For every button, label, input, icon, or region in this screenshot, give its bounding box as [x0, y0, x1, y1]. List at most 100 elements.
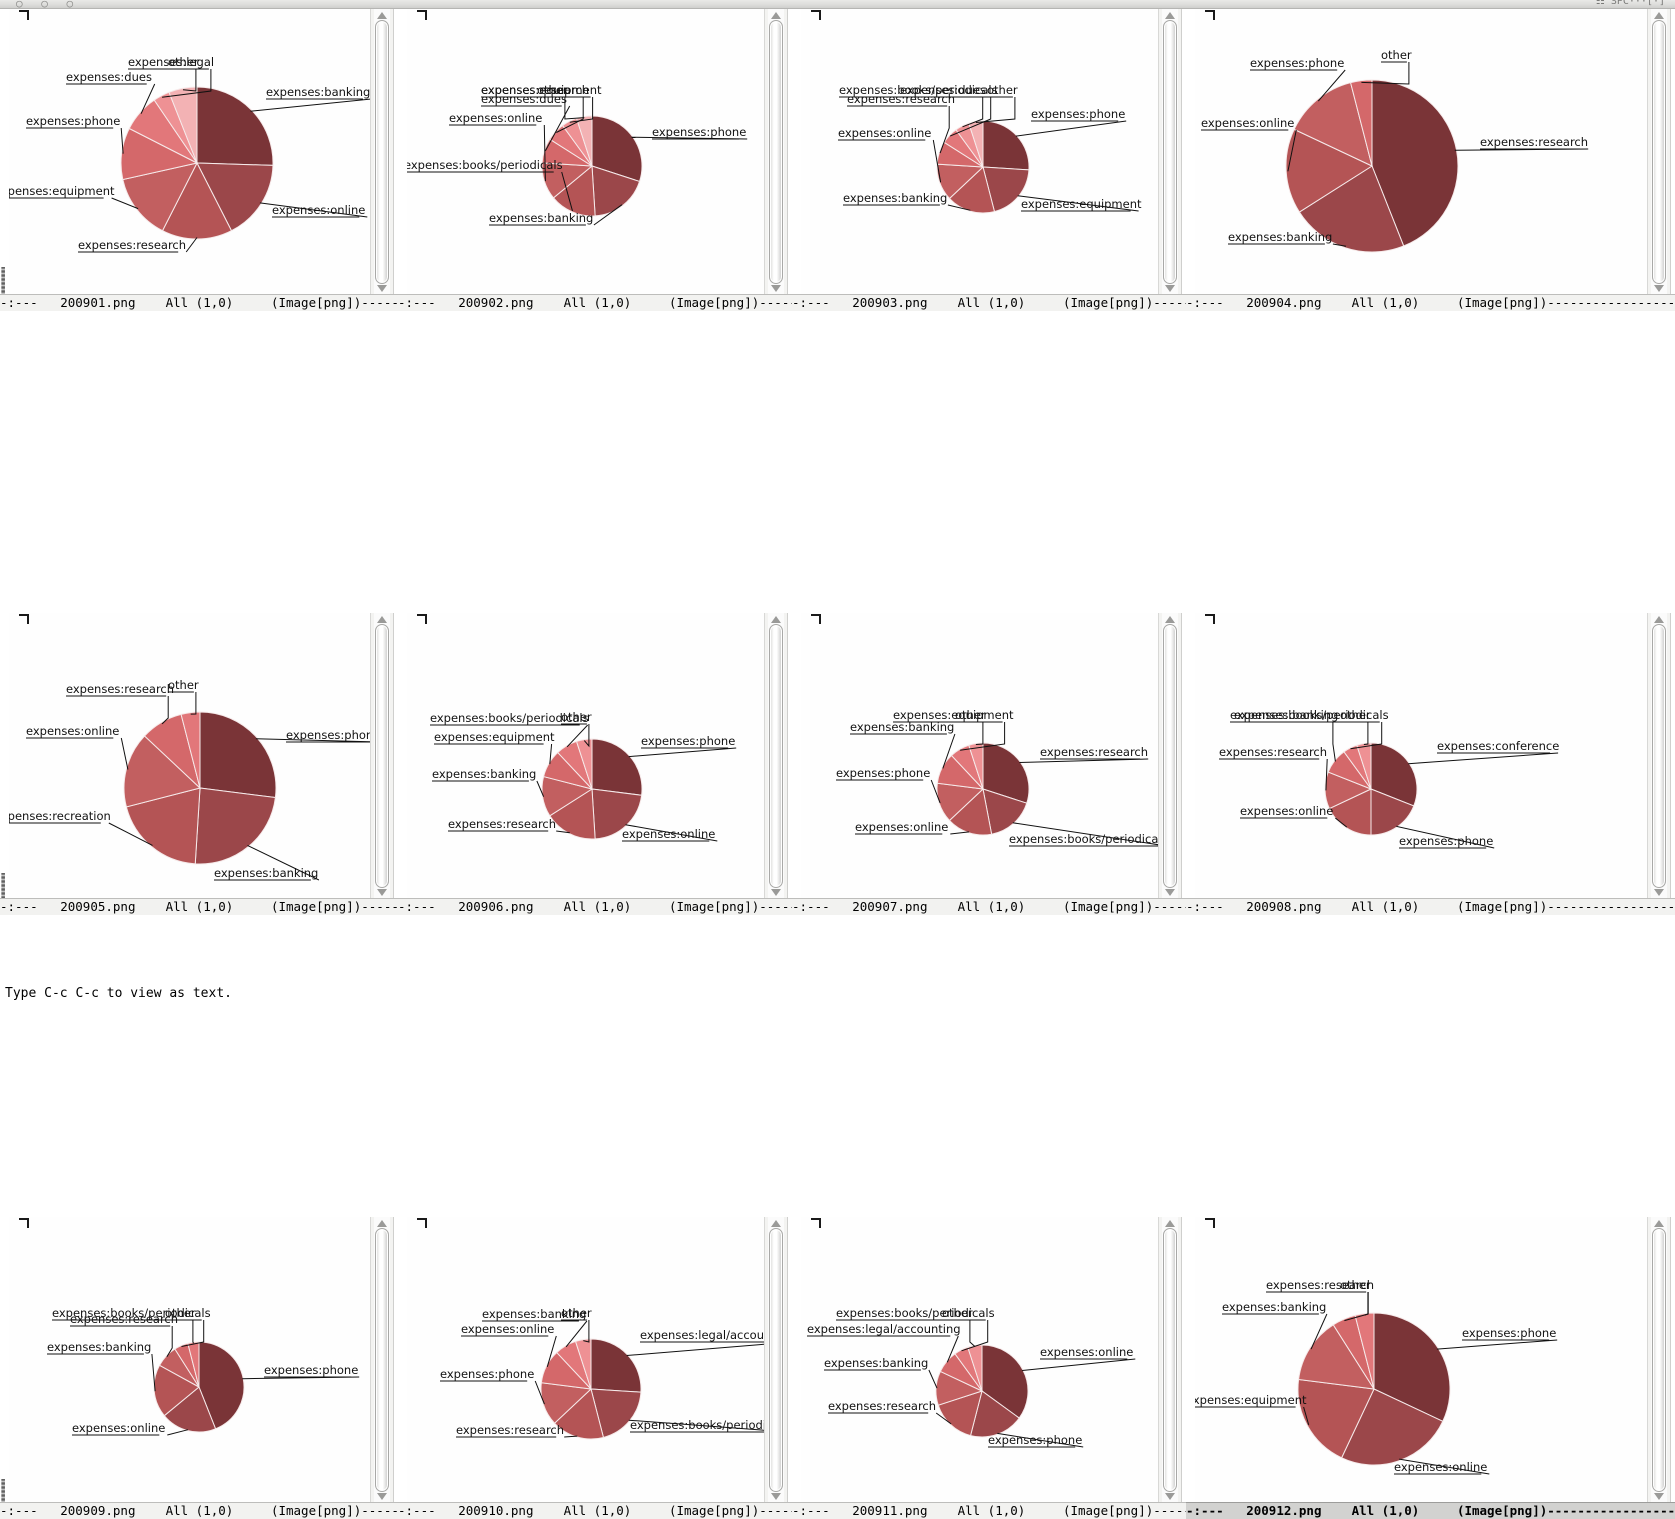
label-leader-line — [1365, 1292, 1368, 1315]
scroll-up-arrow-icon[interactable] — [1654, 1220, 1664, 1227]
scroll-down-arrow-icon[interactable] — [1165, 285, 1175, 292]
mode-line-major-mode[interactable]: (Image[png]) — [669, 1503, 759, 1519]
mode-line-major-mode[interactable]: (Image[png]) — [271, 1503, 361, 1519]
mode-line[interactable]: -:--- 200903.png All (1,0) (Image[png])-… — [792, 294, 1186, 311]
window-divider[interactable] — [1670, 9, 1675, 295]
mode-line[interactable]: -:--- 200904.png All (1,0) (Image[png])-… — [1186, 294, 1675, 311]
pie-slice-label: expenses:research — [78, 238, 186, 252]
scroll-down-arrow-icon[interactable] — [377, 1493, 387, 1500]
toolbar-icons[interactable]: ○ ○ ○ — [16, 0, 79, 9]
left-fringe — [398, 9, 407, 295]
scrollbar-thumb[interactable] — [375, 1228, 389, 1492]
mode-line[interactable]: -:--- 200910.png All (1,0) (Image[png])-… — [398, 1502, 792, 1519]
mode-line-buffer-name[interactable]: 200911.png — [852, 1503, 957, 1519]
pie-slice-label: expenses:research — [1480, 135, 1588, 149]
mode-line-major-mode[interactable]: (Image[png]) — [1457, 295, 1547, 311]
left-fringe — [1186, 9, 1195, 295]
mode-line-buffer-name[interactable]: 200910.png — [458, 1503, 563, 1519]
scroll-down-arrow-icon[interactable] — [1654, 1493, 1664, 1500]
mode-line-major-mode[interactable]: (Image[png]) — [669, 295, 759, 311]
pie-slice-label: expenses:phone — [988, 1433, 1082, 1447]
scrollbar-thumb[interactable] — [1652, 20, 1666, 284]
scroll-down-arrow-icon[interactable] — [771, 1493, 781, 1500]
scroll-up-arrow-icon[interactable] — [771, 12, 781, 19]
image-display-area[interactable]: ≡ ≡ ≡ ≡ ≡ ≡ ≡expenses:phoneexpenses:onli… — [0, 1217, 398, 1503]
vertical-scrollbar[interactable] — [1647, 9, 1671, 295]
mode-line-buffer-name[interactable]: 200904.png — [1246, 295, 1351, 311]
scroll-down-arrow-icon[interactable] — [771, 285, 781, 292]
scrollbar-thumb[interactable] — [1163, 20, 1177, 284]
mode-line-prefix: -:--- — [0, 295, 60, 311]
vertical-scrollbar[interactable] — [1647, 1217, 1671, 1503]
mode-line-major-mode[interactable]: (Image[png]) — [271, 295, 361, 311]
pie-slice — [983, 121, 1029, 170]
vertical-scrollbar[interactable] — [370, 9, 394, 295]
scroll-up-arrow-icon[interactable] — [377, 12, 387, 19]
label-leader-line — [186, 238, 197, 253]
scroll-up-arrow-icon[interactable] — [771, 1220, 781, 1227]
mode-line[interactable]: -:--- 200912.png All (1,0) (Image[png])-… — [1186, 1502, 1675, 1519]
scroll-down-arrow-icon[interactable] — [1654, 285, 1664, 292]
emacs-window-200909[interactable]: ≡ ≡ ≡ ≡ ≡ ≡ ≡expenses:phoneexpenses:onli… — [0, 1217, 398, 1519]
window-divider[interactable] — [1670, 1217, 1675, 1503]
scroll-up-arrow-icon[interactable] — [377, 1220, 387, 1227]
scroll-up-arrow-icon[interactable] — [1165, 1220, 1175, 1227]
mode-line-major-mode[interactable]: (Image[png]) — [1063, 295, 1153, 311]
pie-slice-label: other — [168, 55, 199, 69]
scrollbar-thumb[interactable] — [1163, 1228, 1177, 1492]
pie-slice-label: expenses:banking — [1222, 1300, 1326, 1314]
image-display-area[interactable]: expenses:legal/accountingexpenses:books/… — [398, 1217, 792, 1503]
mode-line[interactable]: -:--- 200911.png All (1,0) (Image[png])-… — [792, 1502, 1186, 1519]
vertical-scrollbar[interactable] — [1158, 1217, 1182, 1503]
mode-line-buffer-name[interactable]: 200901.png — [60, 295, 165, 311]
scrollbar-thumb[interactable] — [769, 1228, 783, 1492]
pie-slice-label: expenses:phone — [652, 125, 746, 139]
vertical-scrollbar[interactable] — [764, 9, 788, 295]
pie-slice-label: other — [987, 83, 1018, 97]
pie-slice — [591, 1339, 641, 1392]
mode-line-major-mode[interactable]: (Image[png]) — [1457, 1503, 1547, 1519]
scrollbar-thumb[interactable] — [769, 20, 783, 284]
scroll-down-arrow-icon[interactable] — [377, 285, 387, 292]
mode-line[interactable]: -:--- 200909.png All (1,0) (Image[png])-… — [0, 1502, 398, 1519]
mode-line[interactable]: -:--- 200901.png All (1,0) (Image[png])-… — [0, 294, 398, 311]
scrollbar-thumb[interactable] — [1652, 1228, 1666, 1492]
label-leader-line — [152, 1354, 155, 1391]
mode-line[interactable]: -:--- 200902.png All (1,0) (Image[png])-… — [398, 294, 792, 311]
mode-line-buffer-name[interactable]: 200902.png — [458, 295, 563, 311]
vertical-scrollbar[interactable] — [764, 1217, 788, 1503]
mode-line-buffer-name[interactable]: 200909.png — [60, 1503, 165, 1519]
mode-line-buffer-name[interactable]: 200903.png — [852, 295, 957, 311]
pie-slice-label: expenses:phone — [1250, 56, 1344, 70]
mode-line-major-mode[interactable]: (Image[png]) — [1063, 1503, 1153, 1519]
scroll-up-arrow-icon[interactable] — [1654, 12, 1664, 19]
scrollbar-thumb[interactable] — [375, 20, 389, 284]
vertical-scrollbar[interactable] — [370, 1217, 394, 1503]
scroll-up-arrow-icon[interactable] — [1165, 12, 1175, 19]
mode-line-filler: ---------------------------------------- — [1547, 1503, 1675, 1519]
scroll-down-arrow-icon[interactable] — [1165, 1493, 1175, 1500]
vertical-scrollbar[interactable] — [1158, 9, 1182, 295]
pie-chart-svg: expenses:bankingexpenses:onlineexpenses:… — [9, 9, 370, 295]
mode-line-buffer-name[interactable]: 200912.png — [1246, 1503, 1351, 1519]
pie-chart-svg: expenses:onlineexpenses:phoneexpenses:re… — [801, 1217, 1158, 1503]
toolbar-strip: ○ ○ ○ ☷ SPC···[·] — [0, 0, 1675, 9]
pie-slice-label: expenses:equipment — [9, 184, 115, 198]
emacs-window-200910[interactable]: expenses:legal/accountingexpenses:books/… — [398, 1217, 792, 1519]
